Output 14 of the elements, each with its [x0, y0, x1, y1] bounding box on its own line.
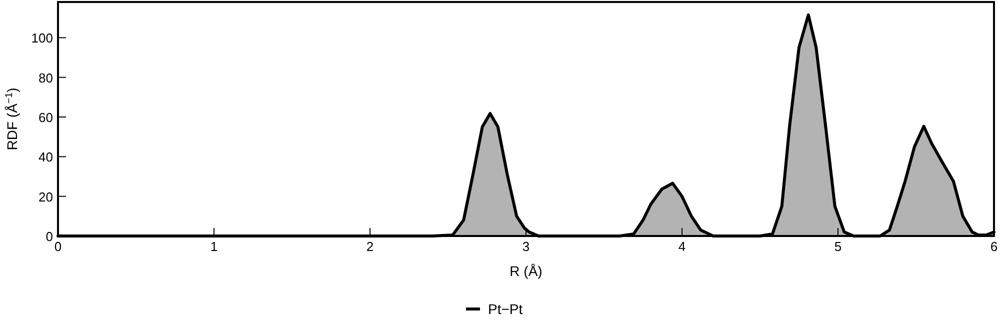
y-tick-label: 80	[38, 70, 53, 86]
x-axis-title: R (Å)	[510, 263, 542, 279]
x-tick-label: 6	[990, 239, 998, 254]
x-tick-label: 4	[678, 239, 686, 254]
x-tick-label: 3	[522, 239, 530, 254]
y-tick-label: 20	[38, 189, 53, 204]
x-tick-label: 2	[366, 239, 374, 254]
x-tick-label: 1	[210, 239, 218, 254]
y-tick-label: 0	[46, 229, 53, 244]
x-tick-label: 5	[834, 239, 842, 254]
legend-label: Pt−Pt	[488, 301, 523, 317]
y-tick-label: 100	[31, 30, 53, 46]
y-tick-label: 40	[38, 150, 53, 165]
y-tick-label: 60	[38, 110, 53, 126]
